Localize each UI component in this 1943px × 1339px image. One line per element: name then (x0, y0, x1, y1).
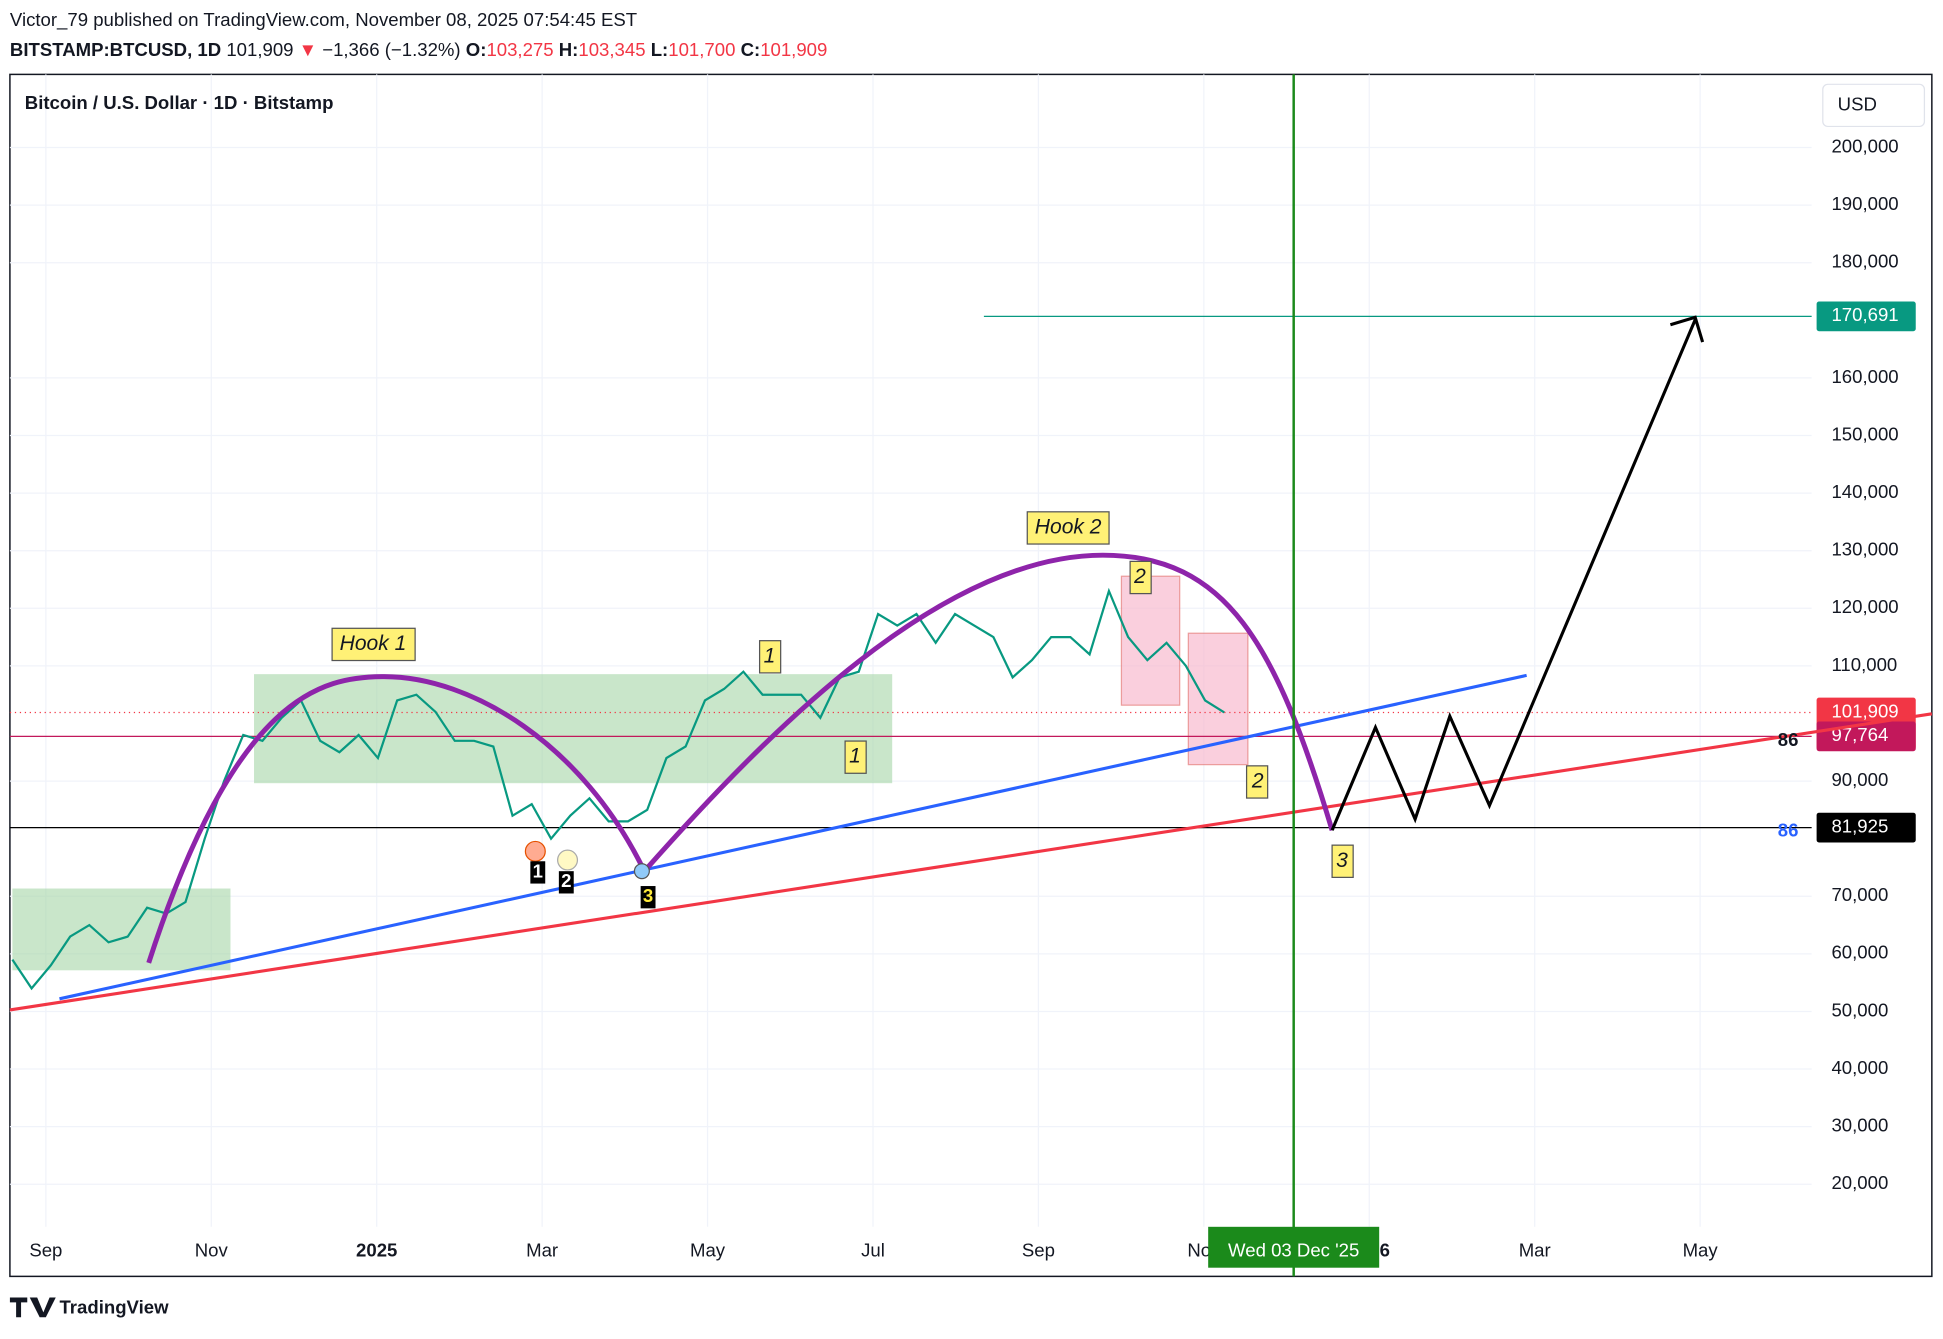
y-tick-label: 90,000 (1831, 769, 1888, 790)
ohlc-key: C: (741, 39, 761, 60)
y-tick-label: 130,000 (1831, 539, 1898, 560)
tag-box (331, 627, 416, 662)
brand: TradingView (59, 1297, 169, 1318)
marker-box (558, 871, 574, 894)
y-tick-label: 30,000 (1831, 1115, 1888, 1136)
currency-box[interactable] (1822, 83, 1926, 128)
marker: 2 (561, 870, 571, 891)
projection (1330, 315, 1705, 831)
grid: 20,000 30,000 40,000 50,000 60,000 70,000 90,0… (9, 74, 1899, 1227)
tag-box (1245, 765, 1269, 799)
y-tick-label: 70,000 (1831, 884, 1888, 905)
ohlc-key: O: (466, 39, 487, 60)
price-label: 97,764 (1831, 724, 1888, 745)
ohlc-key: H: (559, 39, 579, 60)
symbol: BITSTAMP:BTCUSD, 1D 101,909 ▼ −1,366 (−1… (10, 39, 827, 60)
price-label: 170,691 (1831, 304, 1898, 325)
x-tick-label: 2025 (356, 1240, 397, 1261)
tag-box (1129, 560, 1152, 595)
tag-box (758, 640, 782, 674)
trendline (59, 673, 1527, 1001)
currency: USD (1838, 93, 1877, 114)
y-tick-label: 110,000 (1831, 654, 1897, 675)
frame (9, 73, 1933, 1278)
tag-box (1331, 844, 1354, 878)
tag-box (1026, 511, 1110, 545)
price-label-box (1816, 301, 1916, 332)
wave-label: 2 (1251, 770, 1264, 793)
trendline (9, 712, 1933, 1012)
x-axis: SepNov2025MarMayJulSepNov2026MarMay (29, 1240, 1718, 1261)
last-price: 101,909 (226, 39, 293, 60)
marker: 3 (643, 885, 653, 906)
wave-label: 3 (1336, 849, 1348, 872)
x-tick-label: May (1683, 1240, 1719, 1261)
logo (9, 1297, 56, 1318)
symbol-name: BITSTAMP:BTCUSD, 1D (10, 39, 221, 60)
marker: 1 (533, 860, 543, 881)
price-label: 101,909 (1831, 700, 1898, 721)
marker-dot (524, 840, 546, 862)
x-tick-label: Mar (526, 1240, 558, 1261)
cursor-date-box (1208, 1226, 1380, 1268)
x-tick-label: May (690, 1240, 726, 1261)
ohlc-value: 103,275 (486, 39, 553, 60)
hook-label: Hook 2 (1035, 515, 1102, 538)
marker-box (530, 861, 546, 884)
x-tick-label: Nov (195, 1240, 229, 1261)
marker-box (640, 886, 656, 909)
tag-box (844, 740, 867, 774)
y-tick-label: 40,000 (1831, 1057, 1888, 1078)
y-tick-label: 120,000 (1831, 596, 1898, 617)
y-tick-label: 180,000 (1831, 251, 1898, 272)
level-label: 86 (1778, 819, 1799, 840)
y-tick-label: 140,000 (1831, 481, 1898, 502)
hook-arc (146, 552, 1335, 964)
ohlc-value: 101,909 (760, 39, 827, 60)
change-arrow: ▼ (299, 39, 317, 60)
x-tick-label: Sep (29, 1240, 62, 1261)
wave-label: 1 (849, 745, 861, 768)
wave-label: 2 (1133, 565, 1146, 588)
chart-title: Bitcoin / U.S. Dollar · 1D · Bitstamp (25, 92, 334, 113)
zone (12, 888, 231, 971)
y-tick-label: 150,000 (1831, 423, 1898, 444)
price-label-box (1816, 812, 1916, 843)
y-tick-label: 190,000 (1831, 193, 1898, 214)
y-tick-label: 200,000 (1831, 135, 1898, 156)
ohlc-value: 101,700 (668, 39, 735, 60)
ohlc-key: L: (651, 39, 669, 60)
level-label: 86 (1778, 729, 1799, 750)
y-tick-label: 60,000 (1831, 942, 1888, 963)
marker-dot (633, 863, 650, 880)
x-tick-label: Sep (1022, 1240, 1055, 1261)
x-tick-label: Mar (1519, 1240, 1551, 1261)
y-tick-label: 20,000 (1831, 1172, 1888, 1193)
price-label: 81,925 (1831, 815, 1888, 836)
publisher-line: Victor_79 published on TradingView.com, … (10, 9, 637, 31)
marker-dot (557, 849, 579, 871)
wave-label: 1 (764, 644, 776, 667)
hook-label: Hook 1 (340, 632, 407, 655)
y-tick-label: 160,000 (1831, 366, 1898, 387)
x-tick-label: Jul (861, 1240, 885, 1261)
ohlc-value: 103,345 (578, 39, 645, 60)
change: −1,366 (−1.32%) (322, 39, 460, 60)
cursor-date: Wed 03 Dec '25 (1228, 1240, 1359, 1261)
y-tick-label: 50,000 (1831, 999, 1888, 1020)
